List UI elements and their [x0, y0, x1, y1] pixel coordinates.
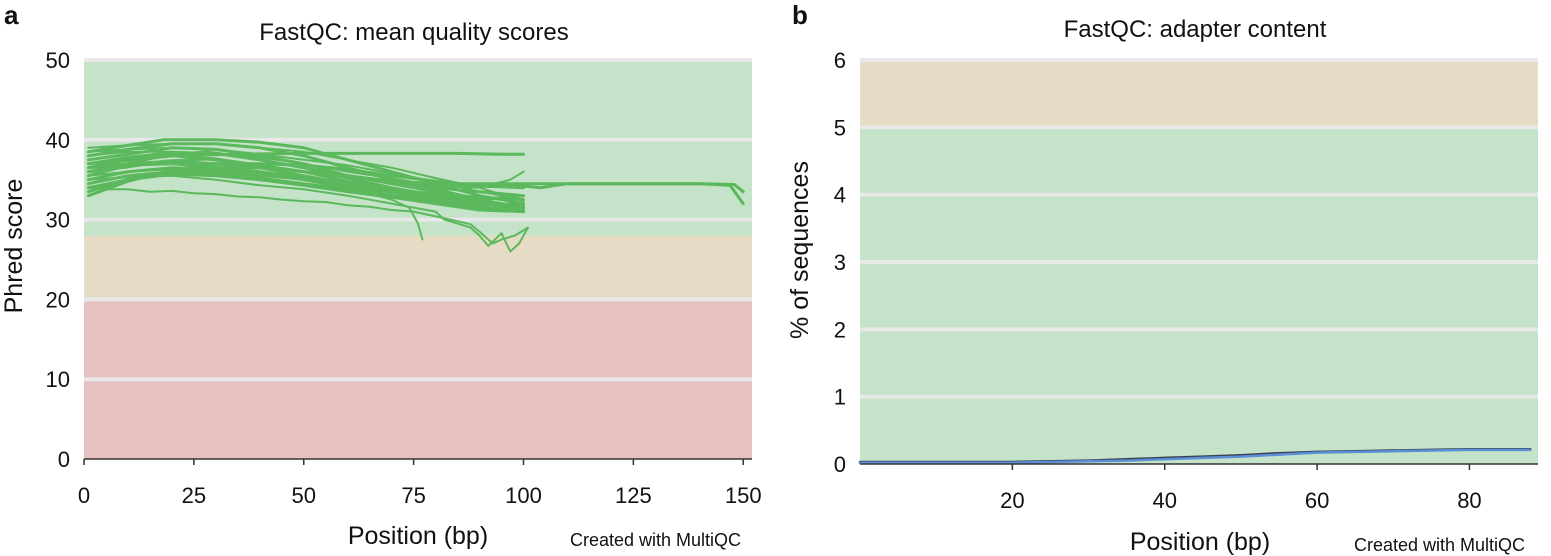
panel-a-credit: Created with MultiQC — [570, 530, 741, 550]
panel-a-series-line — [87, 186, 529, 245]
panel-b-x-tick-label: 60 — [1305, 488, 1329, 513]
panel-b-series-line — [858, 448, 1532, 464]
panel-a-y-tick-label: 40 — [46, 128, 70, 153]
panel-a-y-tick-label: 20 — [46, 287, 70, 312]
panel-b-y-tick-label: 0 — [834, 452, 846, 477]
panel-a-bands — [84, 60, 752, 459]
panel-a-x-tick-label: 125 — [615, 483, 652, 508]
panel-b-gridlines — [860, 58, 1538, 399]
panel-b-x-tick-label: 80 — [1457, 488, 1481, 513]
panel-a-y-tick-label: 30 — [46, 208, 70, 233]
panel-a-x-ticks: 0 25 50 75 100 125 150 — [78, 459, 762, 508]
panel-b-band — [860, 127, 1538, 464]
panel-a-series-line — [86, 142, 525, 210]
panel-a-y-tick-label: 10 — [46, 367, 70, 392]
panel-a-y-ticks: 0 10 20 30 40 50 — [46, 48, 70, 472]
panel-a-series-line — [86, 157, 745, 206]
panel-b-y-axis-label: % of sequences — [786, 161, 814, 339]
panel-b-band — [860, 60, 1538, 128]
panel-b-x-ticks: 20 40 60 80 — [1000, 464, 1482, 513]
panel-a-x-tick-label: 100 — [505, 483, 542, 508]
panel-a-quality-chart: a FastQC: mean quality scores 0 25 50 75 100… — [0, 0, 762, 550]
panel-a-x-tick-label: 0 — [78, 483, 90, 508]
panel-b-y-tick-label: 1 — [834, 385, 846, 410]
panel-b-y-tick-label: 6 — [834, 48, 846, 73]
panel-a-series-line — [87, 174, 529, 253]
panel-b-bands — [860, 60, 1538, 464]
panel-a-series — [86, 138, 745, 253]
panel-a-y-tick-label: 0 — [58, 447, 70, 472]
panel-a-series-line — [87, 168, 424, 241]
panel-a-x-tick-label: 75 — [401, 483, 425, 508]
panel-a-series-line — [87, 142, 525, 203]
panel-a-series-line — [86, 162, 525, 207]
panel-b-adapter-chart: b FastQC: adapter content 20 40 60 80 0 1 2 3 4… — [786, 0, 1538, 556]
panel-b-x-tick-label: 40 — [1152, 488, 1176, 513]
panel-b-y-tick-label: 3 — [834, 250, 846, 275]
panel-a-letter: a — [4, 0, 19, 30]
panel-a-x-tick-label: 50 — [291, 483, 315, 508]
panel-a-title: FastQC: mean quality scores — [259, 19, 568, 46]
panel-b-series — [858, 447, 1532, 464]
panel-b-credit: Created with MultiQC — [1354, 535, 1525, 555]
panel-b-y-tick-label: 5 — [834, 115, 846, 140]
panel-b-y-ticks: 0 1 2 3 4 5 6 — [834, 48, 846, 477]
panel-a-band — [84, 235, 752, 300]
panel-a-x-axis-label: Position (bp) — [348, 522, 488, 550]
panel-a-x-tick-label: 150 — [725, 483, 762, 508]
panel-b-x-axis-label: Position (bp) — [1130, 528, 1270, 556]
panel-b-x-tick-label: 20 — [1000, 488, 1024, 513]
panel-b-title: FastQC: adapter content — [1064, 16, 1327, 43]
panel-b-y-tick-label: 4 — [834, 183, 846, 208]
panel-a-y-axis-label: Phred score — [0, 179, 28, 314]
panel-b-y-tick-label: 2 — [834, 317, 846, 342]
panel-a-y-tick-label: 50 — [46, 48, 70, 73]
panel-a-series-line — [87, 150, 525, 189]
panel-a-series-line — [87, 146, 525, 201]
panel-a-x-tick-label: 25 — [182, 483, 206, 508]
panel-b-letter: b — [792, 0, 808, 30]
